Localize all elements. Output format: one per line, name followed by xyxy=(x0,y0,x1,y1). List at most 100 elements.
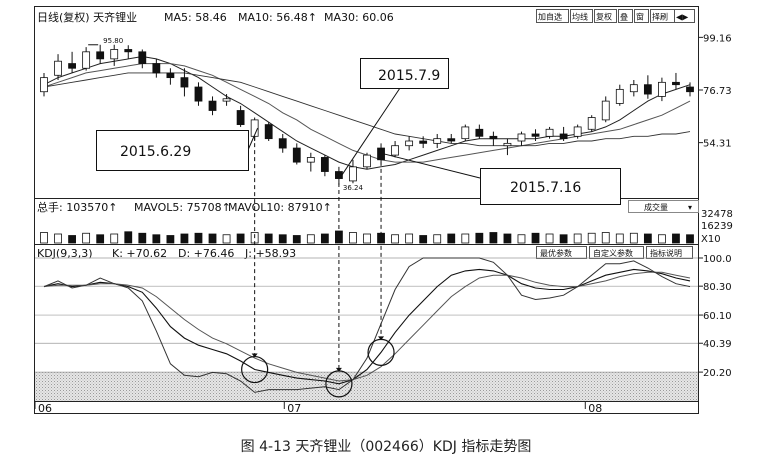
volume-bar xyxy=(349,232,357,244)
volume-bar xyxy=(545,233,554,244)
candle-down xyxy=(377,147,385,161)
candle-up xyxy=(517,133,526,142)
callout-box xyxy=(480,168,621,205)
dropdown-arrow-icon: ▾ xyxy=(688,203,692,212)
candle-up xyxy=(601,100,610,121)
candlesticks xyxy=(40,44,694,186)
volume-bar xyxy=(531,232,540,244)
candle-down xyxy=(138,51,147,64)
kdj-lines xyxy=(43,257,691,393)
toolbar-button-5[interactable]: 窗 xyxy=(634,9,649,23)
kdj-j-label: J: +58.93 xyxy=(244,247,296,260)
kdj-button-box xyxy=(646,246,693,259)
low-price-marker: 36.24 xyxy=(343,184,364,192)
x-tick-label: 08 xyxy=(588,402,602,415)
callout-pointer xyxy=(383,153,481,179)
volume-select-button[interactable]: 成交量 ▾ xyxy=(628,200,699,213)
volume-bar xyxy=(419,235,428,244)
kdj-button-label: 自定义参数 xyxy=(593,248,633,258)
kdj-toolbar: 最优参数 自定义参数 指标说明 xyxy=(536,246,693,259)
volume-bar xyxy=(306,234,315,244)
kdj-tick-label: 80.30 xyxy=(703,282,732,293)
candle-up xyxy=(433,138,442,144)
ma-line-ma5 xyxy=(43,55,691,170)
volume-bar xyxy=(461,233,470,244)
candle-down xyxy=(686,86,694,93)
toolbar-button-1[interactable]: 加自选 xyxy=(536,9,569,23)
volume-bar xyxy=(503,233,512,244)
volume-bar xyxy=(629,232,638,244)
pan-arrows-icon: ◀▶ xyxy=(676,13,689,22)
toolbar-button-3[interactable]: 复权 xyxy=(594,9,617,23)
candle-up xyxy=(629,84,638,93)
candle-up xyxy=(110,49,119,60)
candle-down xyxy=(96,51,105,60)
volume-bar xyxy=(236,233,245,244)
candle-up xyxy=(461,126,470,140)
candle-up xyxy=(306,157,315,163)
candle-down xyxy=(475,128,484,137)
ma30-label: MA30: 60.06 xyxy=(324,11,394,24)
price-axis: 99.16 76.73 54.31 xyxy=(698,33,732,150)
candle-up xyxy=(40,77,48,93)
candle-down xyxy=(208,100,217,111)
candle-up xyxy=(222,98,231,102)
toolbar-button-label: 择刷 xyxy=(652,12,668,22)
ma10-label: MA10: 56.48↑ xyxy=(238,11,317,24)
volume-bar xyxy=(194,232,203,244)
toolbar-button-6[interactable]: 择刷 xyxy=(650,9,675,23)
candle-down xyxy=(292,147,301,163)
annotations: 2015.6.29 2015.7.9 2015.7.16 xyxy=(96,58,621,398)
candle-down xyxy=(152,63,161,74)
volume-bar xyxy=(615,233,624,244)
candle-up xyxy=(503,142,512,147)
x-tick-label: 07 xyxy=(287,402,301,415)
volume-bar xyxy=(686,234,694,244)
price-tick-label: 76.73 xyxy=(703,86,732,97)
toolbar-button-box xyxy=(634,9,649,23)
candle-down xyxy=(124,49,133,53)
kdj-button-1[interactable]: 最优参数 xyxy=(536,246,587,259)
volume-tick-unit: X10 xyxy=(701,234,721,245)
pan-arrows-button[interactable]: ◀▶ xyxy=(674,9,695,23)
candle-up xyxy=(405,140,414,147)
volume-bar xyxy=(264,233,273,244)
volume-bar xyxy=(124,231,133,244)
kdj-name-label: KDJ(9,3,3) xyxy=(37,247,93,260)
callout-label: 2015.7.9 xyxy=(378,68,440,84)
kdj-k-line xyxy=(43,268,691,385)
x-tick-label: 06 xyxy=(38,402,52,415)
volume-bar xyxy=(110,233,119,244)
candle-up xyxy=(573,126,582,137)
candle-up xyxy=(82,51,91,69)
candle-up xyxy=(54,60,62,76)
candle-down xyxy=(194,86,203,102)
kdj-d-line xyxy=(43,271,691,382)
volume-bars xyxy=(40,230,694,244)
volume-bar xyxy=(433,234,442,244)
callout-label: 2015.7.16 xyxy=(510,180,581,196)
volume-bar xyxy=(54,233,62,244)
kdj-tick-label: 40.39 xyxy=(703,339,732,350)
kdj-k-label: K: +70.62 xyxy=(112,247,167,260)
candle-down xyxy=(180,77,189,88)
mavol5-label: MAVOL5: 75708↑ xyxy=(134,201,231,214)
candle-down xyxy=(278,138,287,149)
kdj-button-2[interactable]: 自定义参数 xyxy=(589,246,644,259)
kdj-button-3[interactable]: 指标说明 xyxy=(646,246,693,259)
high-price-marker: 95.80 xyxy=(103,37,123,45)
volume-bar xyxy=(180,233,189,244)
volume-bar xyxy=(320,233,329,244)
kdj-cross-circle xyxy=(325,370,353,398)
price-tick-label: 54.31 xyxy=(703,139,732,150)
volume-bar xyxy=(643,233,652,244)
callout-label: 2015.6.29 xyxy=(120,144,191,160)
volume-bar xyxy=(447,233,456,244)
candle-down xyxy=(531,133,540,137)
volume-bar xyxy=(559,234,568,244)
callout-guide-arrowhead xyxy=(251,353,258,358)
toolbar-button-4[interactable]: 叠 xyxy=(618,9,633,23)
candle-down xyxy=(643,84,652,95)
volume-tick-high: 32478 xyxy=(701,209,733,220)
toolbar-button-2[interactable]: 均线 xyxy=(570,9,593,23)
